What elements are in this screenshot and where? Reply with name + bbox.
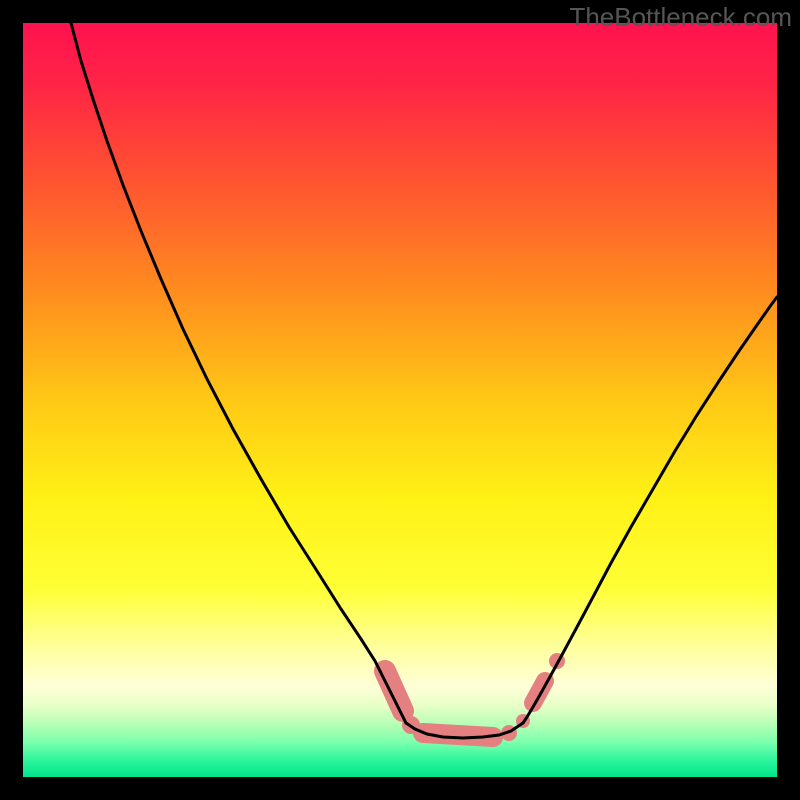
watermark-text: TheBottleneck.com [569, 2, 792, 33]
chart-frame: TheBottleneck.com [0, 0, 800, 800]
plot-area [23, 23, 777, 777]
gradient-plot-svg [23, 23, 777, 777]
background-gradient [23, 23, 777, 777]
